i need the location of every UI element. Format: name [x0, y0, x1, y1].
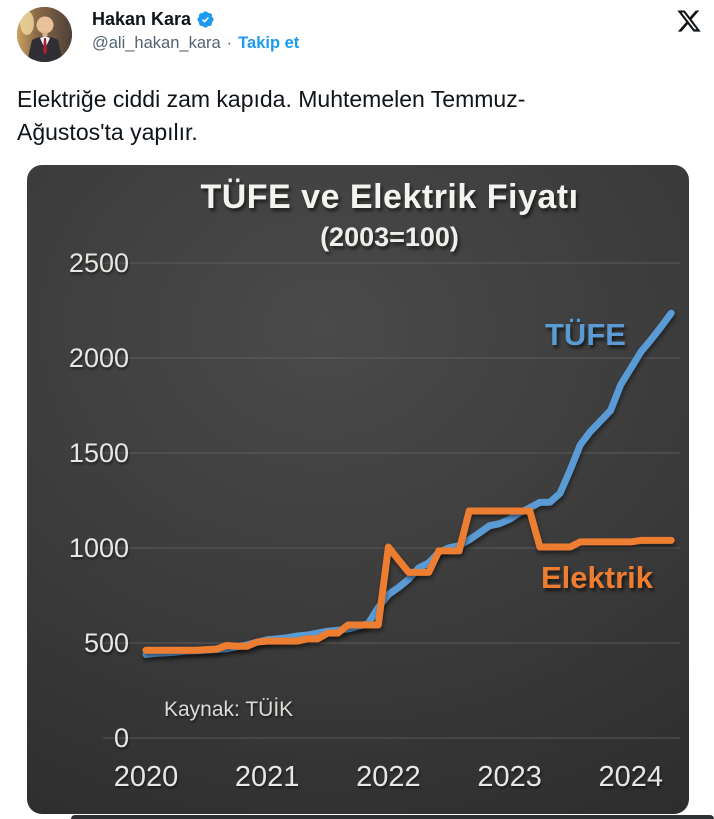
- follow-button[interactable]: Takip et: [238, 34, 300, 52]
- series-label-elektrik: Elektrik: [541, 560, 654, 595]
- x-axis-tick-label: 2023: [477, 761, 542, 793]
- series-line-tüfe: [142, 309, 675, 658]
- tweet-text: Elektriğe ciddi zam kapıda. Muhtemelen T…: [17, 86, 526, 145]
- y-axis-tick-label: 2500: [68, 248, 129, 278]
- chart-image[interactable]: TÜFE ve Elektrik Fiyatı (2003=100) TÜFE …: [27, 165, 689, 814]
- chart-title: TÜFE ve Elektrik Fiyatı: [200, 178, 579, 216]
- next-media-peek: [71, 815, 714, 819]
- y-axis-tick-label: 2000: [68, 343, 129, 373]
- y-axis-tick-label: 1000: [68, 533, 129, 563]
- user-handle[interactable]: @ali_hakan_kara: [92, 34, 221, 52]
- display-name[interactable]: Hakan Kara: [92, 9, 192, 29]
- x-axis-tick-label: 2022: [356, 761, 421, 793]
- x-axis-tick-label: 2020: [113, 761, 179, 793]
- y-axis-tick-label: 1500: [68, 438, 129, 468]
- series-label-tufe: TÜFE: [545, 317, 626, 352]
- y-axis-tick-label: 500: [83, 628, 129, 658]
- x-axis-tick-label: 2024: [598, 761, 664, 793]
- chart-subtitle: (2003=100): [320, 222, 459, 252]
- source-note: Kaynak: TÜİK: [164, 698, 294, 721]
- verified-badge-icon: [197, 11, 214, 28]
- separator-dot: ·: [226, 34, 233, 52]
- series-line-elektrik: [142, 507, 675, 654]
- x-logo-icon[interactable]: [676, 8, 702, 34]
- x-axis-tick-label: 2021: [234, 761, 300, 793]
- chart-plot-area: [103, 262, 680, 739]
- y-axis-tick-label: 0: [113, 723, 129, 753]
- avatar[interactable]: [17, 7, 72, 62]
- avatar-photo: [17, 7, 72, 62]
